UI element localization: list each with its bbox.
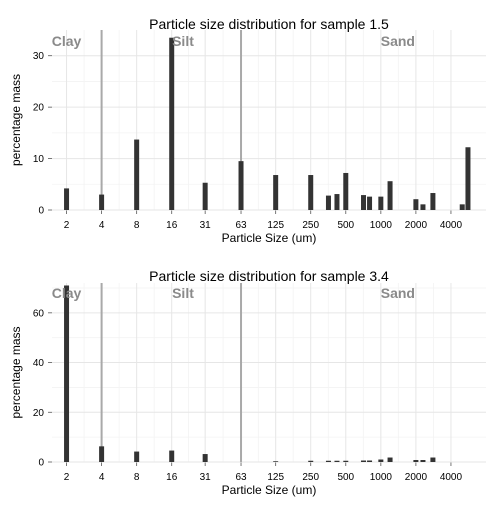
y-axis-title: percentage mass [9, 74, 23, 166]
bar [273, 175, 279, 210]
plot-area [52, 283, 486, 462]
bar [325, 195, 331, 210]
x-tick-label: 16 [166, 220, 178, 231]
x-tick-label: 500 [337, 220, 354, 231]
bar [202, 454, 208, 462]
bar [169, 450, 175, 462]
plot-area [52, 30, 486, 210]
y-tick-label: 20 [33, 408, 45, 419]
x-tick-label: 31 [200, 220, 212, 231]
bar [99, 194, 105, 210]
bar [430, 193, 436, 210]
bar [378, 459, 384, 462]
x-axis-title: Particle Size (um) [222, 483, 317, 497]
x-tick-label: 2 [64, 472, 70, 483]
y-tick-label: 0 [38, 206, 44, 217]
bar [413, 460, 419, 462]
bar [134, 139, 140, 210]
bar [334, 194, 340, 210]
bar [343, 172, 349, 210]
y-tick-label: 60 [33, 308, 45, 319]
y-tick-label: 20 [33, 103, 45, 114]
bar [420, 204, 426, 210]
bar [343, 460, 349, 462]
x-tick-label: 1000 [370, 220, 393, 231]
x-tick-label: 63 [235, 472, 247, 483]
bar [99, 446, 105, 462]
bar [238, 161, 244, 210]
bar [459, 204, 465, 210]
region-label: Clay [52, 285, 82, 301]
bar [378, 196, 384, 210]
region-label: Sand [381, 285, 415, 301]
x-tick-label: 4 [99, 220, 105, 231]
bar [367, 196, 373, 210]
bar [361, 460, 367, 462]
region-label: Silt [172, 285, 194, 301]
x-tick-label: 250 [302, 472, 319, 483]
bar [134, 451, 140, 462]
bar [387, 457, 393, 462]
bar [367, 460, 373, 462]
bar [273, 461, 279, 462]
chart-title: Particle size distribution for sample 1.… [149, 16, 389, 32]
bar [308, 460, 314, 462]
bar [387, 181, 393, 210]
x-tick-label: 2000 [405, 220, 428, 231]
region-label: Clay [52, 33, 82, 49]
y-tick-label: 30 [33, 51, 45, 62]
bar [430, 457, 436, 462]
bar [334, 460, 340, 462]
bar [64, 188, 70, 210]
x-tick-label: 63 [235, 220, 247, 231]
x-tick-label: 4000 [440, 472, 463, 483]
region-label: Silt [172, 33, 194, 49]
x-tick-label: 2 [64, 220, 70, 231]
x-tick-label: 16 [166, 472, 178, 483]
x-tick-label: 4 [99, 472, 105, 483]
x-tick-label: 125 [267, 472, 284, 483]
x-tick-label: 31 [200, 472, 212, 483]
bar [420, 460, 426, 462]
chart-title: Particle size distribution for sample 3.… [149, 268, 389, 284]
region-label: Sand [381, 33, 415, 49]
bar [64, 285, 70, 462]
y-tick-label: 0 [38, 458, 44, 469]
x-tick-label: 8 [134, 472, 140, 483]
y-axis-title: percentage mass [9, 326, 23, 418]
y-tick-label: 40 [33, 358, 45, 369]
bar [413, 199, 419, 210]
bar [325, 460, 331, 462]
bar [361, 195, 367, 210]
bar [308, 175, 314, 210]
x-tick-label: 500 [337, 472, 354, 483]
y-tick-label: 10 [33, 154, 45, 165]
x-tick-label: 125 [267, 220, 284, 231]
x-tick-label: 250 [302, 220, 319, 231]
x-tick-label: 2000 [405, 472, 428, 483]
x-axis-title: Particle Size (um) [222, 231, 317, 245]
x-tick-label: 4000 [440, 220, 463, 231]
bar [169, 37, 175, 210]
bar [465, 147, 471, 210]
bar [202, 182, 208, 210]
x-tick-label: 1000 [370, 472, 393, 483]
x-tick-label: 8 [134, 220, 140, 231]
